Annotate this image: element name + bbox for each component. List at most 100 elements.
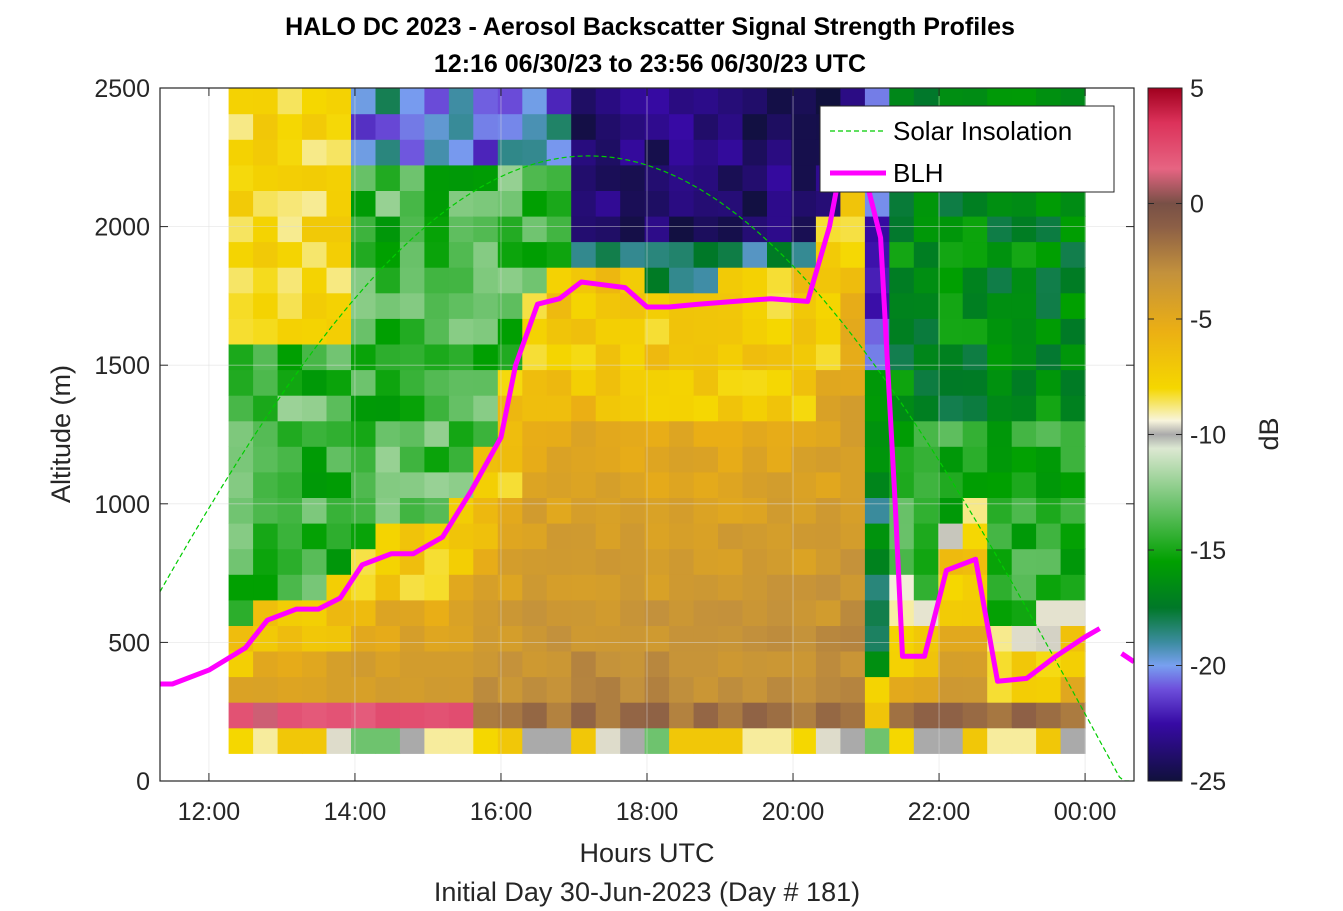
heatmap-cell [1060,599,1086,626]
heatmap-cell [938,395,964,422]
heatmap-cell [448,88,474,115]
heatmap-cell [815,497,841,524]
heatmap-cell [424,318,450,345]
heatmap-cell [522,676,548,703]
heatmap-cell [399,292,425,319]
heatmap-cell [962,471,988,498]
heatmap-cell [962,241,988,268]
heatmap-cell [448,650,474,678]
heatmap-cell [1011,727,1037,754]
heatmap-cell [228,164,254,191]
heatmap-cell [938,369,964,396]
heatmap-cell [718,318,744,345]
y-tick-label: 2000 [94,214,150,242]
heatmap-cell [840,420,866,447]
heatmap-cell [302,318,328,345]
heatmap-cell [424,446,450,473]
heatmap-cell [767,727,793,754]
heatmap-cell [399,420,425,447]
heatmap-cell [840,497,866,524]
heatmap-cell [987,420,1013,447]
heatmap-cell [913,190,939,217]
heatmap-cell [987,241,1013,268]
heatmap-cell [473,267,499,294]
heatmap-cell [693,241,719,268]
heatmap-cell [987,395,1013,422]
heatmap-cell [595,702,621,729]
heatmap-cell [277,650,303,678]
heatmap-cell [913,574,939,601]
heatmap-cell [742,625,768,652]
heatmap-cell [473,318,499,345]
heatmap-cell [742,727,768,754]
heatmap-cell [669,395,695,422]
heatmap-cell [718,215,744,243]
heatmap-cell [546,702,572,729]
heatmap-cell [620,190,646,217]
heatmap-cell [595,318,621,345]
heatmap-cell [889,215,915,243]
heatmap-cell [987,318,1013,345]
heatmap-cell [375,215,401,243]
heatmap-cell [815,318,841,345]
heatmap-cell [1011,548,1037,575]
heatmap-cell [742,113,768,140]
heatmap-cell [399,727,425,754]
heatmap-cell [399,395,425,422]
heatmap-cell [742,292,768,319]
heatmap-cell [326,395,352,422]
heatmap-cell [1060,395,1086,422]
heatmap-cell [399,650,425,678]
heatmap-cell [277,369,303,396]
heatmap-cell [644,395,670,422]
heatmap-cell [644,139,670,166]
heatmap-cell [913,215,939,243]
heatmap-cell [791,650,817,678]
heatmap-cell [253,113,279,140]
heatmap-cell [473,164,499,191]
heatmap-cell [399,164,425,191]
heatmap-cell [448,164,474,191]
heatmap-cell [864,625,890,652]
x-tick-label: 14:00 [324,798,387,826]
heatmap-cell [595,190,621,217]
heatmap-cell [987,267,1013,294]
heatmap-cell [497,139,523,166]
heatmap-cell [302,702,328,729]
heatmap-cell [693,88,719,115]
heatmap-cell [277,548,303,575]
heatmap-cell [913,369,939,396]
heatmap-cell [742,676,768,703]
heatmap-cell [962,395,988,422]
heatmap-cell [595,369,621,396]
heatmap-cell [302,650,328,678]
heatmap-cell [302,395,328,422]
heatmap-cell [277,625,303,652]
heatmap-cell [693,548,719,575]
heatmap-cell [277,139,303,166]
heatmap-cell [546,523,572,550]
heatmap-cell [693,471,719,498]
heatmap-cell [620,113,646,140]
heatmap-cell [815,523,841,550]
heatmap-cell [326,625,352,652]
heatmap-cell [302,190,328,217]
heatmap-cell [938,727,964,754]
heatmap-cell [253,164,279,191]
heatmap-cell [913,727,939,754]
heatmap-cell [938,215,964,243]
heatmap-cell [864,497,890,524]
heatmap-cell [767,574,793,601]
heatmap-cell [326,292,352,319]
heatmap-cell [791,446,817,473]
heatmap-cell [424,702,450,729]
heatmap-cell [424,292,450,319]
heatmap-cell [1036,574,1062,601]
heatmap-cell [375,523,401,550]
heatmap-cell [424,164,450,191]
heatmap-cell [987,446,1013,473]
heatmap-cell [767,497,793,524]
heatmap-cell [669,241,695,268]
heatmap-cell [1011,395,1037,422]
heatmap-cell [620,318,646,345]
